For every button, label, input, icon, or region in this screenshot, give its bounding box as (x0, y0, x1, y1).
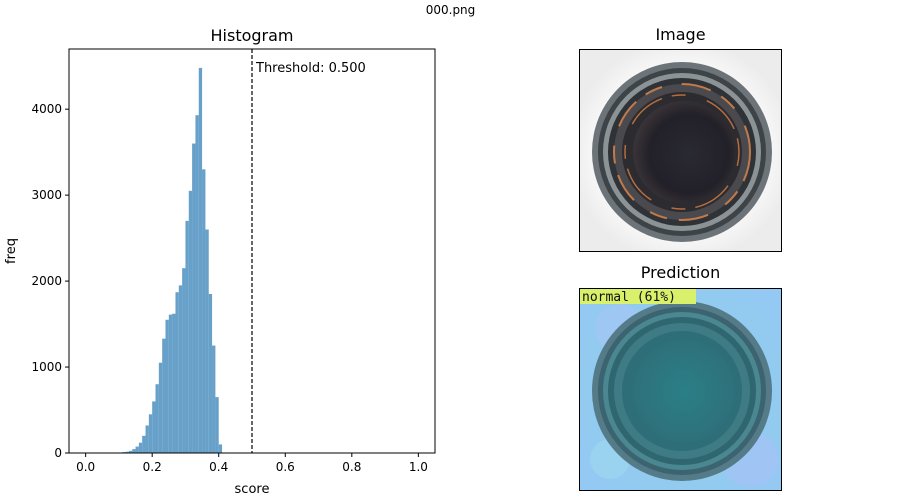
x-tick-label: 0.4 (209, 460, 228, 474)
chart-title: Histogram (211, 26, 294, 45)
x-tick-label: 0.6 (276, 460, 295, 474)
histogram-bar (208, 293, 213, 453)
histogram-bar (162, 338, 166, 453)
y-tick-label: 4000 (31, 102, 62, 116)
prediction-panel: normal (61%) (579, 288, 782, 491)
histogram-bar (158, 362, 163, 453)
y-tick-label: 2000 (31, 274, 62, 288)
histogram-bar (172, 313, 176, 453)
prediction-label: normal (61%) (582, 290, 676, 305)
histogram-bar (138, 442, 143, 453)
histogram-bar (188, 190, 193, 454)
figure-title: 000.png (425, 3, 476, 17)
bottle-top-photo (580, 50, 781, 251)
x-tick-label: 0.8 (342, 460, 361, 474)
histogram-bar (212, 345, 216, 453)
x-tick-label: 0.0 (76, 460, 95, 474)
x-tick-label: 0.2 (143, 460, 162, 474)
histogram-bar (218, 444, 223, 453)
histogram-bar (165, 319, 169, 453)
y-tick-label: 3000 (31, 188, 62, 202)
histogram-bar (198, 67, 203, 453)
x-axis-label: score (235, 482, 270, 496)
threshold-label: Threshold: 0.500 (255, 61, 366, 76)
histogram-bar (215, 397, 219, 453)
histogram-bar (192, 143, 196, 453)
x-tick-label: 1.0 (409, 460, 428, 474)
y-axis-label: freq (4, 238, 19, 264)
prediction-panel-title: Prediction (640, 263, 721, 282)
histogram-bar (155, 384, 159, 453)
prediction-label-box (580, 289, 696, 304)
image-panel (579, 49, 782, 252)
histogram-bar (178, 285, 183, 453)
histogram-bar (145, 425, 149, 453)
histogram-bar (182, 268, 186, 453)
histogram-bar (125, 451, 129, 453)
histogram-bar (195, 115, 199, 454)
histogram-bar (128, 450, 133, 453)
histogram-bar (185, 220, 189, 453)
histogram-bar (202, 169, 206, 453)
histogram-bar (142, 435, 146, 453)
histogram-bar (205, 229, 209, 453)
y-tick-label: 1000 (31, 360, 62, 374)
histogram-bar (132, 449, 136, 453)
prediction-heatmap: normal (61%) (580, 289, 781, 490)
histogram-bar (175, 292, 179, 453)
histogram-bar (168, 314, 173, 453)
histogram-bar (152, 401, 156, 453)
histogram-bar (148, 414, 153, 453)
histogram-bar (135, 446, 139, 453)
image-panel-title: Image (655, 25, 706, 44)
plot-frame (68, 48, 436, 454)
y-tick-label: 0 (54, 446, 62, 460)
